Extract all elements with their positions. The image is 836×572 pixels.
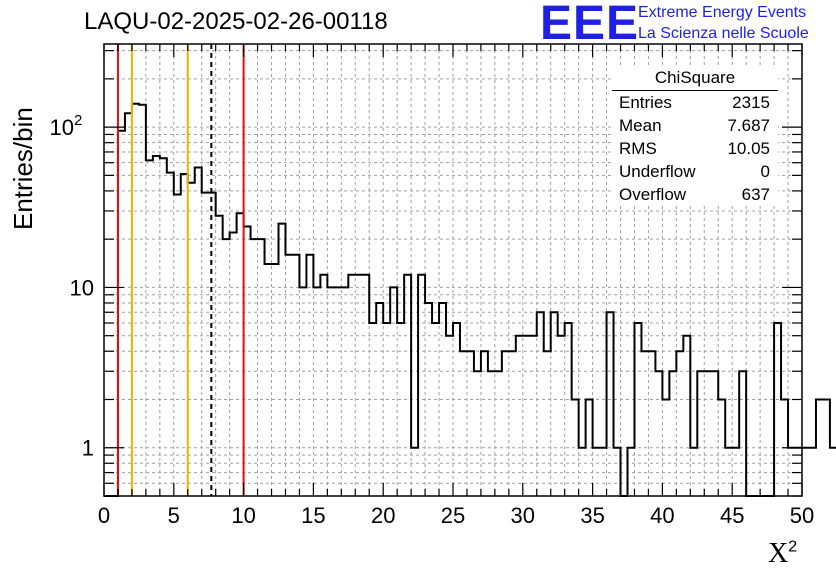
logo-caption: Extreme Energy Events La Scienza nelle S…	[638, 2, 809, 44]
stats-value: 2315	[732, 93, 770, 112]
x-tick-label: 45	[720, 503, 744, 528]
y-tick-label: 10	[70, 275, 94, 300]
x-tick-label: 15	[301, 503, 325, 528]
stats-value: 637	[741, 185, 770, 204]
stats-row-overflow: Overflow 637	[612, 183, 778, 206]
x-tick-label: 0	[98, 503, 110, 528]
stats-value: 7.687	[727, 116, 770, 135]
logo-caption-line2: La Scienza nelle Scuole	[638, 25, 809, 42]
x-tick-label: 10	[231, 503, 255, 528]
stats-label: Entries	[619, 93, 672, 112]
x-axis-ticks: 0 5 10 15 20 25 30 35 40 45 50	[98, 44, 814, 528]
x-axis-label-base: X	[768, 538, 789, 569]
x-tick-label: 25	[441, 503, 465, 528]
y-tick-label: 10	[50, 115, 74, 140]
x-tick-label: 40	[650, 503, 674, 528]
eee-logo: EEE	[540, 0, 640, 50]
x-axis-label-exponent: 2	[788, 538, 798, 556]
x-tick-label: 5	[168, 503, 180, 528]
stats-label: Underflow	[619, 162, 696, 181]
x-tick-label: 50	[790, 503, 814, 528]
stats-row-rms: RMS 10.05	[612, 137, 778, 160]
stats-row-underflow: Underflow 0	[612, 160, 778, 183]
stats-title: ChiSquare	[612, 66, 778, 91]
logo-caption-line1: Extreme Energy Events	[638, 4, 807, 21]
stats-value: 10.05	[727, 139, 770, 158]
reference-lines	[116, 44, 245, 496]
stats-label: Overflow	[619, 185, 687, 204]
stats-label: RMS	[619, 139, 657, 158]
stats-row-entries: Entries 2315	[612, 91, 778, 114]
x-axis-label: X2	[768, 538, 797, 570]
y-tick-label-exponent: 2	[74, 112, 82, 129]
stats-row-mean: Mean 7.687	[612, 114, 778, 137]
stats-box: ChiSquare Entries 2315 Mean 7.687 RMS 10…	[612, 66, 778, 206]
y-tick-label: 1	[82, 436, 94, 461]
x-tick-label: 20	[371, 503, 395, 528]
x-tick-label: 35	[580, 503, 604, 528]
chart-title: LAQU-02-2025-02-26-00118	[84, 8, 388, 35]
x-tick-label: 30	[511, 503, 535, 528]
y-axis-label: Entries/bin	[8, 107, 38, 230]
stats-label: Mean	[619, 116, 662, 135]
stats-value: 0	[760, 162, 770, 181]
